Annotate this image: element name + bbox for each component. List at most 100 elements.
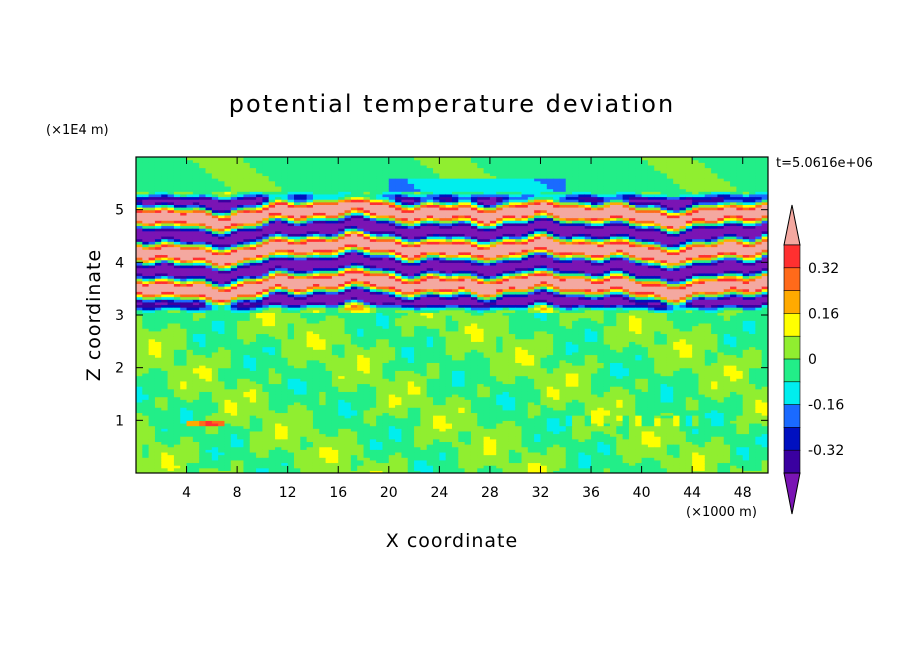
- contour-cell: [224, 441, 232, 445]
- contour-cell: [306, 465, 314, 469]
- contour-cell: [294, 333, 301, 337]
- contour-cell: [382, 272, 390, 277]
- contour-cell: [294, 222, 301, 227]
- contour-cell: [205, 325, 213, 329]
- contour-cell: [382, 354, 390, 358]
- contour-cell: [230, 322, 238, 327]
- contour-cell: [388, 388, 396, 392]
- contour-cell: [376, 193, 384, 198]
- contour-cell: [262, 341, 270, 345]
- contour-cell: [275, 299, 282, 303]
- contour-cell: [312, 401, 320, 406]
- contour-cell: [306, 333, 314, 337]
- contour-cell: [281, 267, 289, 271]
- contour-cell: [376, 199, 384, 203]
- contour-cell: [136, 246, 143, 250]
- contour-cell: [300, 299, 308, 303]
- contour-cell: [306, 178, 314, 182]
- contour-cell: [199, 378, 207, 382]
- contour-cell: [205, 175, 213, 179]
- contour-cell: [306, 293, 314, 298]
- contour-cell: [268, 180, 276, 184]
- contour-cell: [237, 346, 245, 350]
- contour-cell: [199, 425, 207, 429]
- contour-cell: [148, 328, 156, 332]
- contour-cell: [167, 446, 175, 450]
- contour-cell: [300, 238, 308, 242]
- contour-cell: [148, 307, 156, 311]
- contour-cell: [388, 191, 396, 195]
- contour-cell: [268, 372, 276, 377]
- contour-cell: [275, 249, 282, 253]
- contour-cell: [350, 162, 358, 166]
- contour-cell: [136, 317, 143, 321]
- contour-cell: [237, 249, 245, 253]
- contour-cell: [344, 293, 352, 298]
- contour-cell: [363, 425, 371, 429]
- contour-cell: [211, 362, 219, 366]
- contour-cell: [186, 257, 194, 261]
- contour-cell: [167, 172, 175, 177]
- contour-cell: [154, 454, 162, 458]
- contour-cell: [306, 367, 314, 371]
- contour-cell: [243, 209, 251, 213]
- contour-cell: [369, 338, 377, 342]
- contour-cell: [306, 185, 314, 190]
- contour-cell: [350, 254, 358, 258]
- contour-cell: [350, 380, 358, 385]
- contour-cell: [312, 162, 320, 166]
- contour-cell: [275, 399, 282, 403]
- contour-cell: [281, 315, 289, 319]
- contour-cell: [205, 359, 213, 363]
- contour-cell: [319, 346, 327, 350]
- contour-cell: [230, 241, 238, 245]
- contour-cell: [363, 170, 371, 174]
- contour-cell: [243, 383, 251, 387]
- contour-cell: [224, 246, 232, 250]
- contour-cell: [338, 191, 346, 195]
- contour-cell: [357, 451, 365, 456]
- contour-cell: [180, 362, 188, 366]
- contour-cell: [376, 188, 384, 192]
- contour-cell: [173, 214, 181, 219]
- contour-cell: [148, 336, 156, 340]
- contour-cell: [249, 386, 257, 390]
- contour-cell: [344, 193, 352, 198]
- contour-cell: [136, 249, 143, 253]
- contour-cell: [268, 251, 276, 256]
- contour-cell: [249, 280, 257, 284]
- contour-cell: [186, 370, 194, 374]
- contour-cell: [363, 438, 371, 442]
- contour-cell: [136, 238, 143, 242]
- contour-cell: [319, 454, 327, 458]
- contour-cell: [199, 438, 207, 442]
- contour-cell: [230, 375, 238, 379]
- contour-cell: [395, 433, 403, 437]
- contour-cell: [249, 167, 257, 171]
- contour-cell: [224, 449, 232, 453]
- contour-cell: [186, 272, 194, 277]
- contour-cell: [186, 228, 194, 232]
- contour-cell: [382, 204, 390, 208]
- contour-cell: [230, 428, 238, 432]
- contour-cell: [281, 328, 289, 332]
- contour-cell: [268, 417, 276, 421]
- contour-cell: [249, 330, 257, 335]
- contour-cell: [325, 430, 333, 435]
- contour-cell: [180, 357, 188, 361]
- contour-cell: [142, 462, 150, 466]
- contour-cell: [369, 336, 377, 340]
- contour-cell: [312, 164, 320, 169]
- contour-cell: [211, 436, 219, 440]
- contour-cell: [218, 270, 226, 274]
- contour-cell: [161, 378, 169, 382]
- contour-cell: [376, 409, 384, 414]
- contour-cell: [161, 291, 169, 295]
- contour-cell: [167, 241, 175, 245]
- contour-cell: [224, 167, 232, 171]
- contour-cell: [319, 470, 327, 473]
- contour-cell: [237, 283, 245, 287]
- contour-cell: [268, 217, 276, 221]
- contour-cell: [186, 351, 194, 356]
- contour-cell: [268, 354, 276, 358]
